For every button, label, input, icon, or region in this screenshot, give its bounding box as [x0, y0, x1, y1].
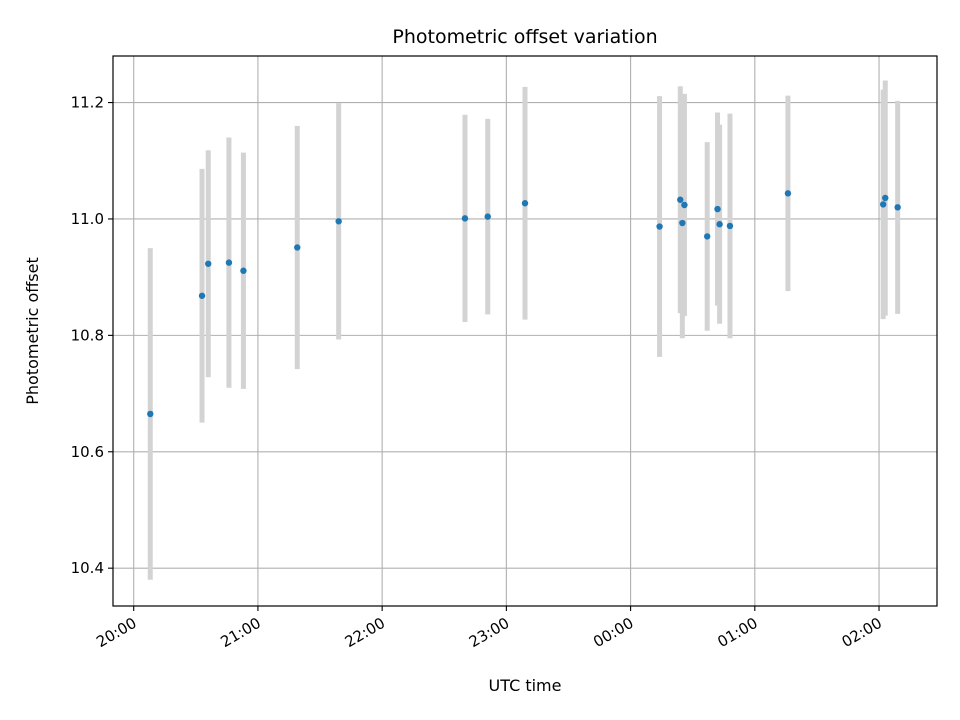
data-point [714, 205, 721, 213]
y-axis-title: Photometric offset [23, 257, 42, 405]
y-tick-label: 11.0 [71, 210, 104, 228]
data-point [879, 201, 887, 208]
grid [113, 56, 937, 606]
data-point [882, 194, 889, 202]
data-point [677, 196, 684, 203]
data-point [198, 292, 206, 299]
data-point [784, 190, 792, 197]
data-point [484, 213, 491, 220]
data-point [205, 260, 212, 267]
y-tick-label: 10.4 [71, 559, 104, 577]
y-tick-label: 10.6 [71, 443, 104, 461]
data-point [461, 215, 469, 222]
data-point [726, 222, 734, 230]
data-point [703, 233, 711, 240]
data-point [656, 223, 663, 230]
data-points [147, 190, 901, 418]
data-point [335, 218, 342, 225]
plot-frame [112, 55, 938, 607]
y-axis: 10.4 10.6 10.8 11.0 11.2 [71, 94, 113, 577]
data-point [679, 219, 686, 227]
data-point [894, 204, 901, 211]
chart-title: Photometric offset variation [392, 26, 657, 48]
data-point [225, 259, 233, 266]
y-tick-label: 10.8 [71, 326, 104, 344]
data-point [294, 244, 301, 251]
data-point [521, 200, 529, 207]
y-tick-label: 11.2 [71, 94, 104, 112]
data-point [240, 267, 247, 274]
data-point [147, 410, 154, 418]
data-point [716, 221, 723, 228]
x-axis-title: UTC time [489, 676, 562, 695]
data-point [681, 201, 688, 209]
